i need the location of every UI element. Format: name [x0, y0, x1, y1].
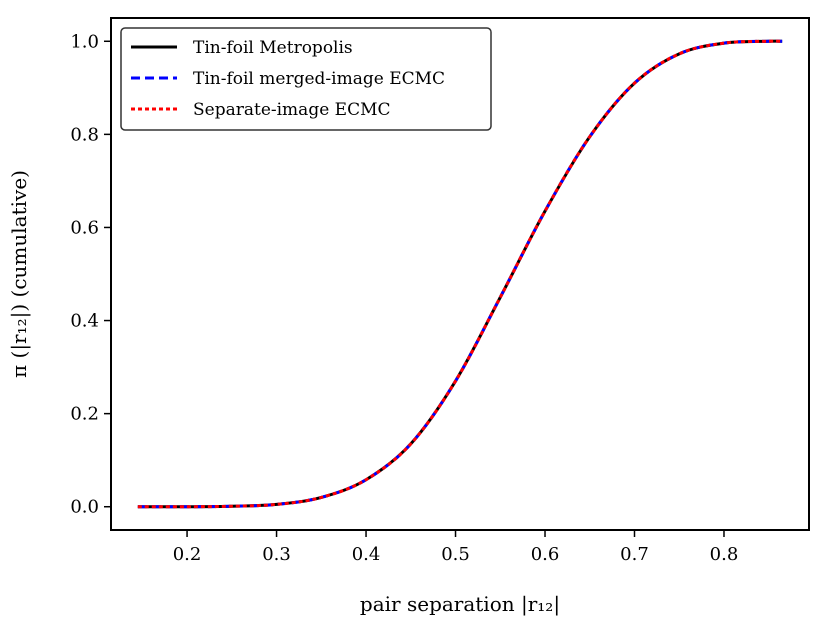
- x-axis-label: pair separation |r₁₂|: [360, 592, 560, 617]
- y-tick-label: 0.2: [70, 404, 99, 425]
- y-axis-label: π (|r₁₂|) (cumulative): [7, 170, 32, 378]
- x-axis: 0.2 0.3 0.4 0.5 0.6 0.7 0.8: [173, 530, 739, 565]
- y-tick-label: 0.6: [70, 217, 99, 238]
- legend-label-2: Tin-foil merged-image ECMC: [193, 69, 445, 89]
- legend: Tin-foil Metropolis Tin-foil merged-image…: [120, 27, 492, 131]
- legend-label-1: Tin-foil Metropolis: [193, 38, 353, 58]
- series-layer: [137, 39, 783, 509]
- y-axis: 0.0 0.2 0.4 0.6 0.8 1.0: [70, 31, 111, 518]
- x-tick-label: 0.6: [531, 544, 560, 565]
- x-tick-label: 0.3: [262, 544, 291, 565]
- x-tick-label: 0.2: [173, 544, 202, 565]
- x-tick-label: 0.5: [441, 544, 470, 565]
- x-tick-label: 0.7: [620, 544, 649, 565]
- legend-box: [120, 27, 492, 131]
- series-line-3: [137, 39, 783, 509]
- x-tick-label: 0.4: [352, 544, 381, 565]
- y-tick-label: 0.0: [70, 497, 99, 518]
- y-tick-label: 0.8: [70, 124, 99, 145]
- y-tick-label: 0.4: [70, 311, 99, 332]
- y-tick-label: 1.0: [70, 31, 99, 52]
- legend-label-3: Separate-image ECMC: [193, 100, 391, 120]
- x-tick-label: 0.8: [710, 544, 739, 565]
- plot-frame: [110, 17, 810, 531]
